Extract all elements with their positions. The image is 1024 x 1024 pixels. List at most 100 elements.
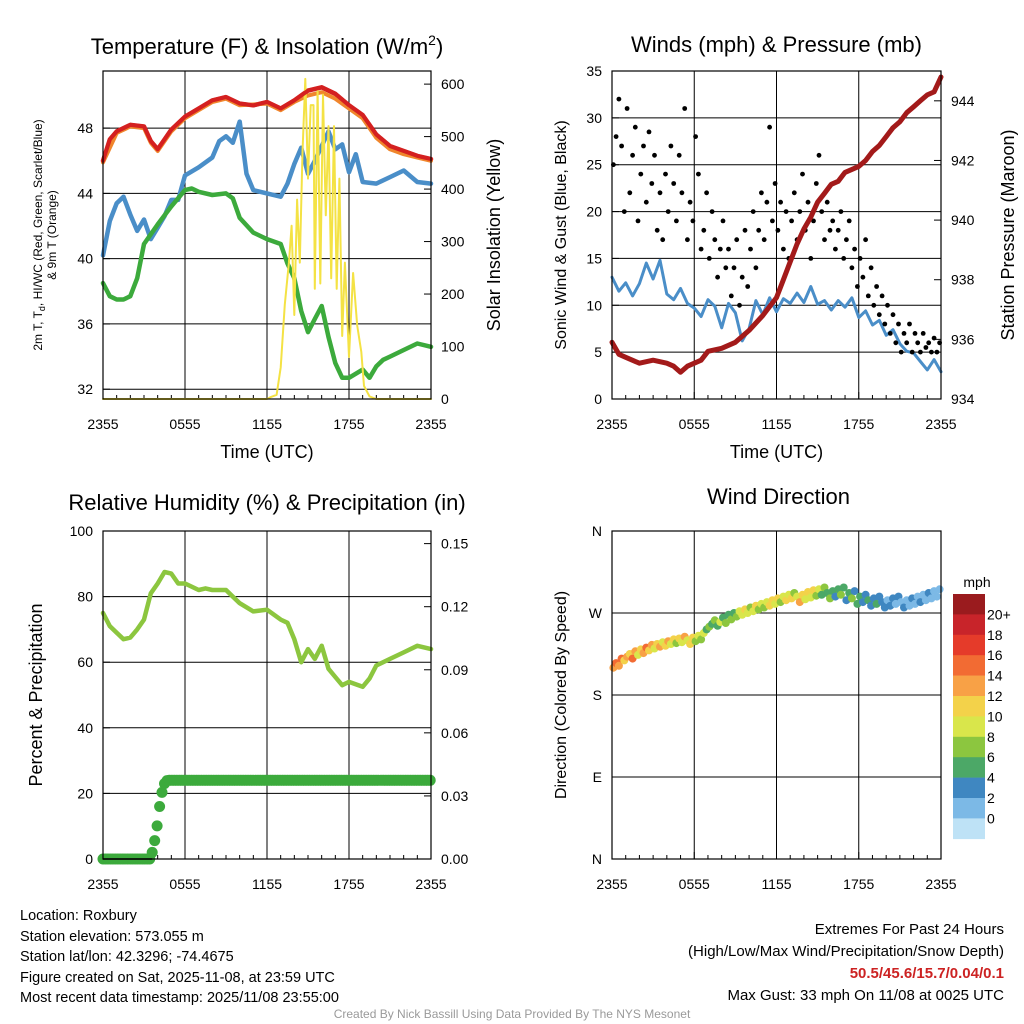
legend-swatch (953, 777, 985, 799)
y-left-tick-label: W (589, 605, 603, 621)
legend-swatch (953, 818, 985, 840)
gust-point (630, 152, 635, 158)
gust-point (811, 218, 816, 224)
gust-point (830, 218, 836, 224)
legend-swatch (953, 757, 985, 778)
y-left-tick-label: 35 (586, 63, 602, 79)
gust-point (909, 349, 915, 355)
x-tick-label: 1155 (761, 416, 791, 432)
gust-point (668, 143, 674, 149)
legend-swatch (953, 634, 985, 656)
y-left-axis-label: Direction (Colored By Speed) (553, 591, 570, 799)
gust-point (753, 265, 759, 271)
y-right-tick-label: 940 (951, 212, 975, 228)
x-tick-label: 2355 (87, 416, 118, 432)
gust-point (619, 143, 624, 149)
legend-label: 14 (987, 668, 1003, 684)
series-line-2m-temperature-top (101, 85, 433, 163)
gust-point (712, 237, 718, 243)
gust-point (717, 246, 723, 252)
gust-point (731, 265, 737, 271)
gust-point (874, 284, 879, 289)
station-location: Location: Roxbury (20, 908, 137, 924)
gust-point (641, 143, 646, 149)
y-left-tick-label: S (593, 687, 602, 703)
x-tick-label: 1155 (761, 876, 791, 892)
precipitation-point (151, 820, 163, 832)
gust-point (706, 256, 712, 261)
gust-point (822, 237, 827, 243)
x-tick-label: 1155 (252, 416, 282, 432)
legend-label: 6 (987, 749, 995, 765)
legend-swatch (953, 614, 985, 636)
title-superscript: 2 (428, 32, 436, 48)
gust-point (709, 209, 715, 215)
legend-label: 8 (987, 729, 995, 745)
y-right-tick-label: 0.06 (441, 725, 468, 741)
gust-point (646, 129, 652, 135)
series-line-relative-humidity (100, 569, 434, 690)
title-close: ) (436, 34, 443, 59)
gust-point (745, 284, 751, 289)
series-line-sonic-wind (610, 258, 943, 374)
y-right-tick-label: 0.03 (441, 788, 468, 804)
y-left-tick-label: 25 (586, 157, 602, 173)
y-right-tick-label: 600 (441, 76, 465, 92)
y-right-tick-label: 0.00 (441, 851, 468, 867)
y-left-tick-label: 40 (77, 251, 93, 267)
gust-point (627, 190, 633, 196)
y-right-tick-label: 936 (951, 331, 975, 347)
plot-border (102, 70, 432, 400)
figure-created: Figure created on Sat, 2025-11-08, at 23… (20, 969, 335, 986)
extremes-values: 50.5/45.6/15.7/0.04/0.1 (849, 965, 1004, 982)
gust-point (701, 227, 707, 233)
gust-point (739, 274, 745, 280)
y-left-tick-label: N (592, 851, 602, 867)
gust-point (882, 321, 888, 327)
gust-point (863, 237, 868, 243)
gust-point (720, 218, 726, 224)
x-tick-label: 1755 (843, 876, 874, 892)
recent-data-timestamp: Most recent data timestamp: 2025/11/08 2… (20, 990, 339, 1006)
gust-point (887, 331, 893, 336)
gust-point (649, 181, 655, 186)
gust-point (674, 218, 679, 224)
gust-point (931, 335, 937, 341)
gust-point (879, 293, 885, 299)
x-axis-label: Time (UTC) (220, 442, 313, 462)
gust-point (797, 209, 803, 215)
gust-point (929, 349, 934, 355)
y-right-tick-label: 938 (951, 272, 975, 288)
plot-border (102, 530, 432, 860)
y-left-tick-label: 80 (77, 589, 93, 605)
winds-pressure-panel: 2355 0555 1155 1755 2355 0 5 10 15 20 25 30 35 934 936… (553, 32, 1018, 462)
y-left-axis-label: Sonic Wind & Gust (Blue, Black) (553, 120, 570, 349)
gust-point (750, 209, 756, 215)
gust-point (857, 256, 863, 261)
precipitation-point (149, 835, 161, 847)
x-tick-label: 0555 (679, 416, 710, 432)
legend-swatch (953, 736, 985, 758)
gust-point (800, 171, 805, 177)
wind-direction-point (935, 585, 944, 594)
x-tick-label: 2355 (87, 876, 118, 892)
y-right-tick-label: 500 (441, 129, 465, 145)
y-right-tick-label: 934 (951, 391, 975, 407)
wind-direction-point (847, 594, 856, 603)
gust-point (685, 237, 690, 243)
x-tick-label: 2355 (596, 876, 627, 892)
legend-label: 0 (987, 810, 995, 826)
gust-point (876, 312, 882, 318)
gust-point (665, 209, 671, 215)
gust-point (772, 181, 778, 186)
y-left-tick-label: 48 (77, 120, 93, 136)
gust-point (663, 171, 668, 177)
x-tick-label: 2355 (596, 416, 627, 432)
wind-speed-legend: mph 20+ 18 16 14 12 10 8 6 4 2 0 (953, 574, 1011, 840)
gust-point (652, 152, 657, 158)
panel-title: Temperature (F) & Insolation (W/m2) (91, 32, 444, 59)
gust-point (767, 124, 772, 130)
legend-label: 20+ (987, 606, 1011, 622)
gust-point (865, 293, 871, 299)
series-line-solar-insolation (102, 77, 432, 400)
